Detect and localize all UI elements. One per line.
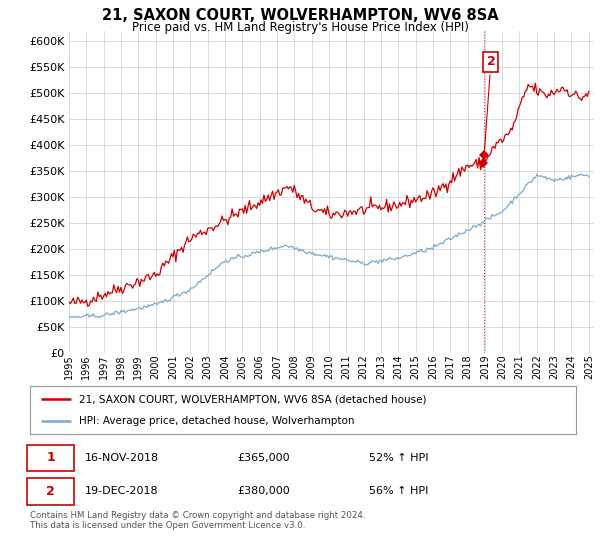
- FancyBboxPatch shape: [27, 478, 74, 505]
- Text: 52% ↑ HPI: 52% ↑ HPI: [368, 453, 428, 463]
- Text: 2: 2: [46, 485, 55, 498]
- Text: HPI: Average price, detached house, Wolverhampton: HPI: Average price, detached house, Wolv…: [79, 416, 355, 426]
- Text: Contains HM Land Registry data © Crown copyright and database right 2024.
This d: Contains HM Land Registry data © Crown c…: [30, 511, 365, 530]
- Text: 19-DEC-2018: 19-DEC-2018: [85, 487, 158, 496]
- Text: 2: 2: [484, 55, 495, 153]
- Text: 56% ↑ HPI: 56% ↑ HPI: [368, 487, 428, 496]
- Text: Price paid vs. HM Land Registry's House Price Index (HPI): Price paid vs. HM Land Registry's House …: [131, 21, 469, 34]
- Text: 21, SAXON COURT, WOLVERHAMPTON, WV6 8SA: 21, SAXON COURT, WOLVERHAMPTON, WV6 8SA: [101, 8, 499, 24]
- FancyBboxPatch shape: [27, 445, 74, 471]
- Text: 16-NOV-2018: 16-NOV-2018: [85, 453, 159, 463]
- Text: 21, SAXON COURT, WOLVERHAMPTON, WV6 8SA (detached house): 21, SAXON COURT, WOLVERHAMPTON, WV6 8SA …: [79, 394, 427, 404]
- Text: 1: 1: [46, 451, 55, 464]
- Text: £380,000: £380,000: [238, 487, 290, 496]
- Text: £365,000: £365,000: [238, 453, 290, 463]
